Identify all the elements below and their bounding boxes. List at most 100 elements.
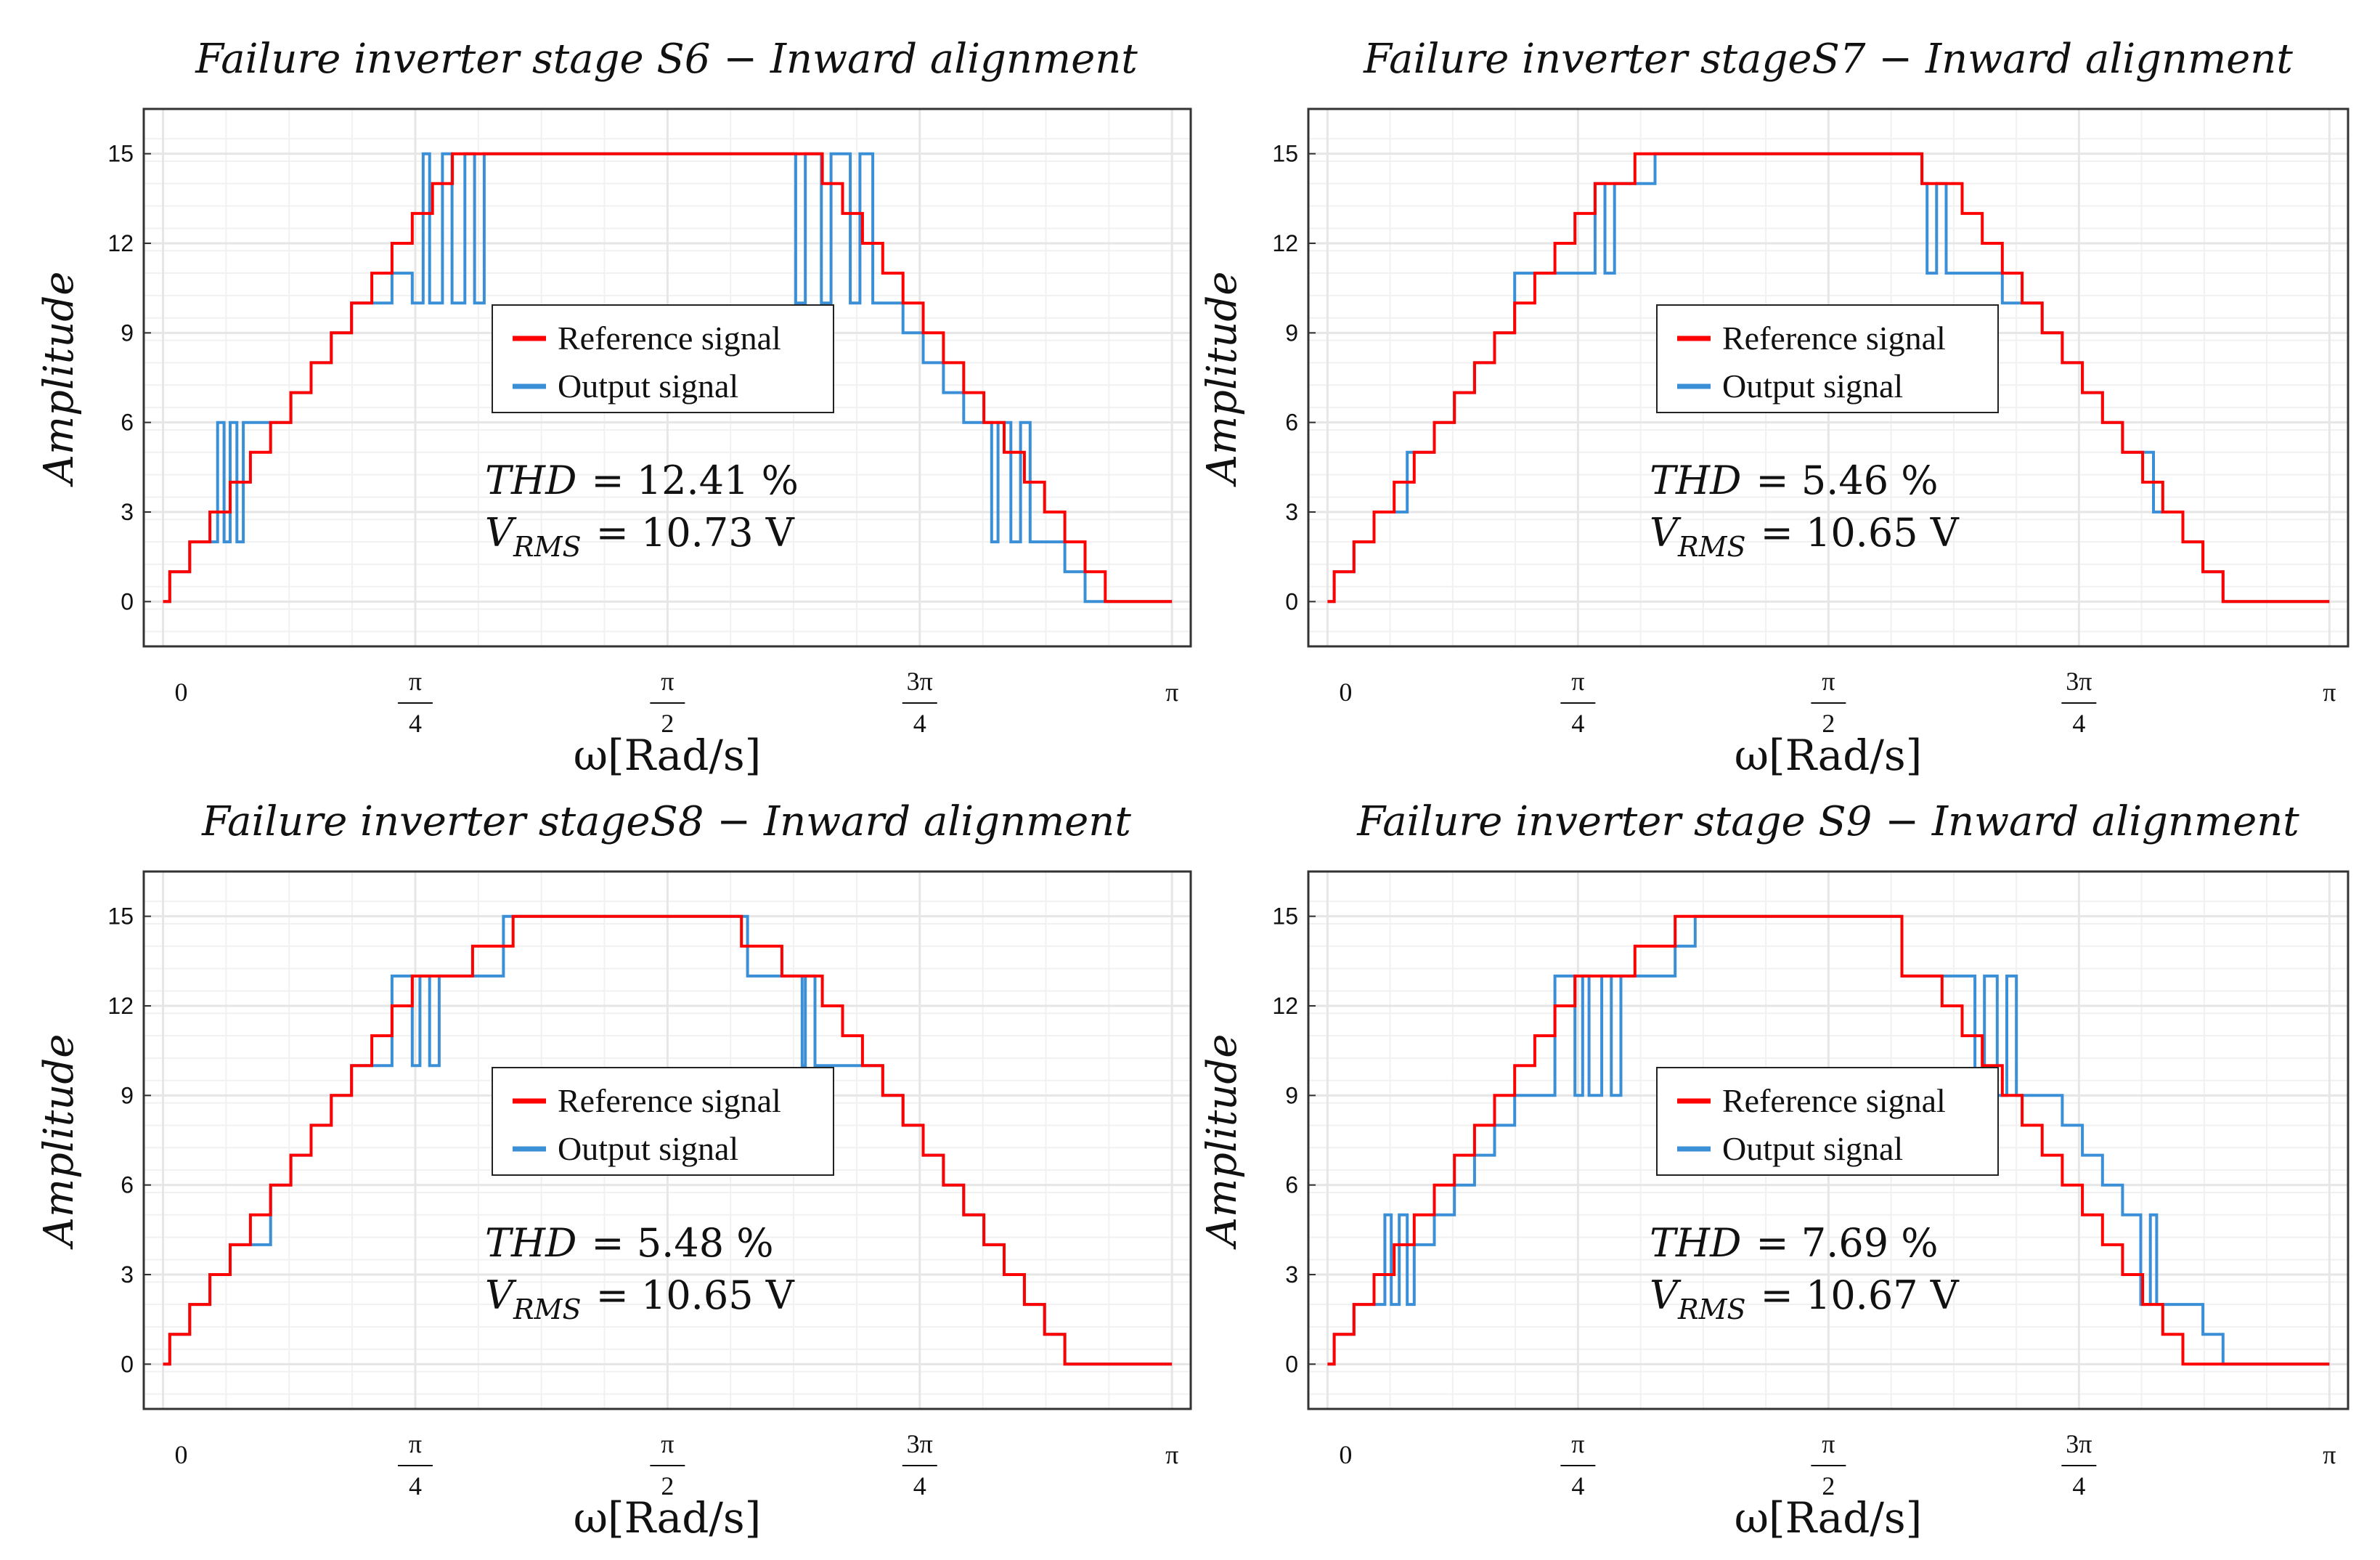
legend-label: Output signal bbox=[1722, 1130, 1903, 1167]
y-tick-label: 0 bbox=[121, 588, 134, 614]
axes-frame bbox=[1307, 870, 2350, 1410]
y-tick-label: 6 bbox=[121, 1172, 134, 1198]
thd-annotation: THD = 5.46 % bbox=[1650, 458, 1939, 503]
y-tick-label: 15 bbox=[1272, 141, 1298, 167]
legend-box bbox=[1656, 304, 1999, 413]
y-tick-label: 9 bbox=[1285, 1082, 1298, 1108]
x-tick-numerator: π bbox=[661, 667, 674, 696]
legend-label: Reference signal bbox=[1722, 1082, 1946, 1119]
y-tick-label: 12 bbox=[107, 993, 134, 1019]
y-tick-label: 12 bbox=[1272, 230, 1298, 256]
axes-frame bbox=[142, 870, 1192, 1410]
chart-title: Failure inverter stageS8 − Inward alignm… bbox=[201, 798, 1131, 845]
x-tick-label: π bbox=[2323, 1440, 2336, 1469]
x-tick-denominator: 4 bbox=[1571, 709, 1584, 738]
x-tick-label: π bbox=[1165, 678, 1178, 707]
vrms-annotation: VRMS = 10.73 V bbox=[485, 510, 795, 563]
vrms-value: = 10.67 V bbox=[1761, 1272, 1960, 1318]
x-axis-label: ω[Rad/s] bbox=[574, 731, 762, 780]
x-tick-label: 0 bbox=[1339, 1440, 1352, 1469]
legend-box bbox=[492, 304, 834, 413]
thd-label: THD bbox=[485, 458, 576, 503]
thd-value: = 7.69 % bbox=[1756, 1220, 1938, 1266]
chart-panel-4: 0 3 6 9 12 15 0 π 4 π 2 3π 4 π Failure inverter stage … bbox=[1199, 798, 2350, 1543]
x-tick-denominator: 2 bbox=[661, 1471, 674, 1500]
vrms-annotation: VRMS = 10.67 V bbox=[1650, 1272, 1960, 1325]
legend-label: Output signal bbox=[1722, 367, 1903, 405]
axes-frame bbox=[1307, 107, 2350, 648]
x-axis-label: ω[Rad/s] bbox=[1735, 1493, 1923, 1543]
x-tick-denominator: 4 bbox=[409, 709, 422, 738]
vrms-label: V bbox=[1650, 1272, 1682, 1318]
x-tick-numerator: π bbox=[1571, 667, 1584, 696]
legend-box bbox=[492, 1067, 834, 1176]
legend-label: Output signal bbox=[558, 367, 738, 405]
thd-label: THD bbox=[1650, 458, 1741, 503]
thd-annotation: THD = 7.69 % bbox=[1650, 1220, 1939, 1266]
y-tick-label: 3 bbox=[121, 1262, 134, 1288]
y-tick-label: 9 bbox=[121, 1082, 134, 1108]
vrms-value: = 10.73 V bbox=[596, 510, 795, 556]
x-tick-numerator: π bbox=[409, 667, 422, 696]
legend: Reference signal Output signal bbox=[1656, 304, 1999, 413]
legend-label: Reference signal bbox=[1722, 320, 1946, 357]
x-tick-numerator: π bbox=[409, 1429, 422, 1458]
vrms-value: = 10.65 V bbox=[596, 1272, 795, 1318]
x-axis-label: ω[Rad/s] bbox=[574, 1493, 762, 1543]
x-tick-label: 0 bbox=[1339, 678, 1352, 707]
thd-label: THD bbox=[485, 1220, 576, 1266]
y-tick-label: 15 bbox=[107, 141, 134, 167]
vrms-subscript: RMS bbox=[513, 1293, 582, 1325]
axes-frame bbox=[142, 107, 1192, 648]
legend-box bbox=[1656, 1067, 1999, 1176]
y-tick-label: 3 bbox=[121, 499, 134, 525]
legend: Reference signal Output signal bbox=[1656, 1067, 1999, 1176]
x-tick-numerator: π bbox=[1571, 1429, 1584, 1458]
vrms-subscript: RMS bbox=[1677, 1293, 1746, 1325]
vrms-subscript: RMS bbox=[513, 531, 582, 563]
reference-signal-line bbox=[163, 152, 1173, 604]
y-tick-label: 12 bbox=[1272, 993, 1298, 1019]
y-axis-label: Amplitude bbox=[1199, 1034, 1246, 1251]
thd-value: = 12.41 % bbox=[591, 458, 798, 503]
y-tick-label: 3 bbox=[1285, 1262, 1298, 1288]
x-tick-label: 0 bbox=[175, 1440, 188, 1469]
chart-title: Failure inverter stageS7 − Inward alignm… bbox=[1363, 36, 2293, 83]
x-tick-label: π bbox=[1165, 1440, 1178, 1469]
chart-title: Failure inverter stage S9 − Inward align… bbox=[1356, 798, 2299, 845]
thd-annotation: THD = 5.48 % bbox=[485, 1220, 774, 1266]
y-axis-label: Amplitude bbox=[36, 1034, 83, 1251]
y-tick-label: 9 bbox=[1285, 320, 1298, 346]
y-tick-label: 0 bbox=[1285, 588, 1298, 614]
thd-annotation: THD = 12.41 % bbox=[485, 458, 799, 503]
x-tick-denominator: 4 bbox=[1571, 1471, 1584, 1500]
reference-signal-line bbox=[1327, 152, 2330, 604]
y-tick-label: 0 bbox=[121, 1351, 134, 1377]
x-tick-numerator: 3π bbox=[907, 1429, 933, 1458]
vrms-label: V bbox=[1650, 510, 1682, 556]
thd-value: = 5.48 % bbox=[591, 1220, 773, 1266]
legend-label: Reference signal bbox=[558, 320, 781, 357]
x-axis-label: ω[Rad/s] bbox=[1735, 731, 1923, 780]
y-tick-label: 3 bbox=[1285, 499, 1298, 525]
x-tick-numerator: π bbox=[1822, 1429, 1835, 1458]
chart-title: Failure inverter stage S6 − Inward align… bbox=[195, 36, 1138, 83]
x-tick-label: 0 bbox=[175, 678, 188, 707]
x-tick-numerator: 3π bbox=[2066, 667, 2092, 696]
y-tick-label: 9 bbox=[121, 320, 134, 346]
y-tick-label: 12 bbox=[107, 230, 134, 256]
chart-panel-2: 0 3 6 9 12 15 0 π 4 π 2 3π 4 π Failure inverter stageS… bbox=[1199, 36, 2350, 780]
x-tick-denominator: 4 bbox=[409, 1471, 422, 1500]
y-tick-label: 0 bbox=[1285, 1351, 1298, 1377]
vrms-annotation: VRMS = 10.65 V bbox=[1650, 510, 1960, 563]
vrms-label: V bbox=[485, 510, 517, 556]
y-axis-label: Amplitude bbox=[1199, 272, 1246, 488]
chart-panel-3: 0 3 6 9 12 15 0 π 4 π 2 3π 4 π Failure inverter stageS… bbox=[36, 798, 1192, 1543]
y-axis-label: Amplitude bbox=[36, 272, 83, 488]
y-tick-label: 6 bbox=[1285, 410, 1298, 436]
vrms-value: = 10.65 V bbox=[1761, 510, 1960, 556]
reference-signal-line bbox=[1327, 914, 2330, 1366]
x-tick-numerator: 3π bbox=[907, 667, 933, 696]
reference-signal-line bbox=[163, 914, 1173, 1366]
